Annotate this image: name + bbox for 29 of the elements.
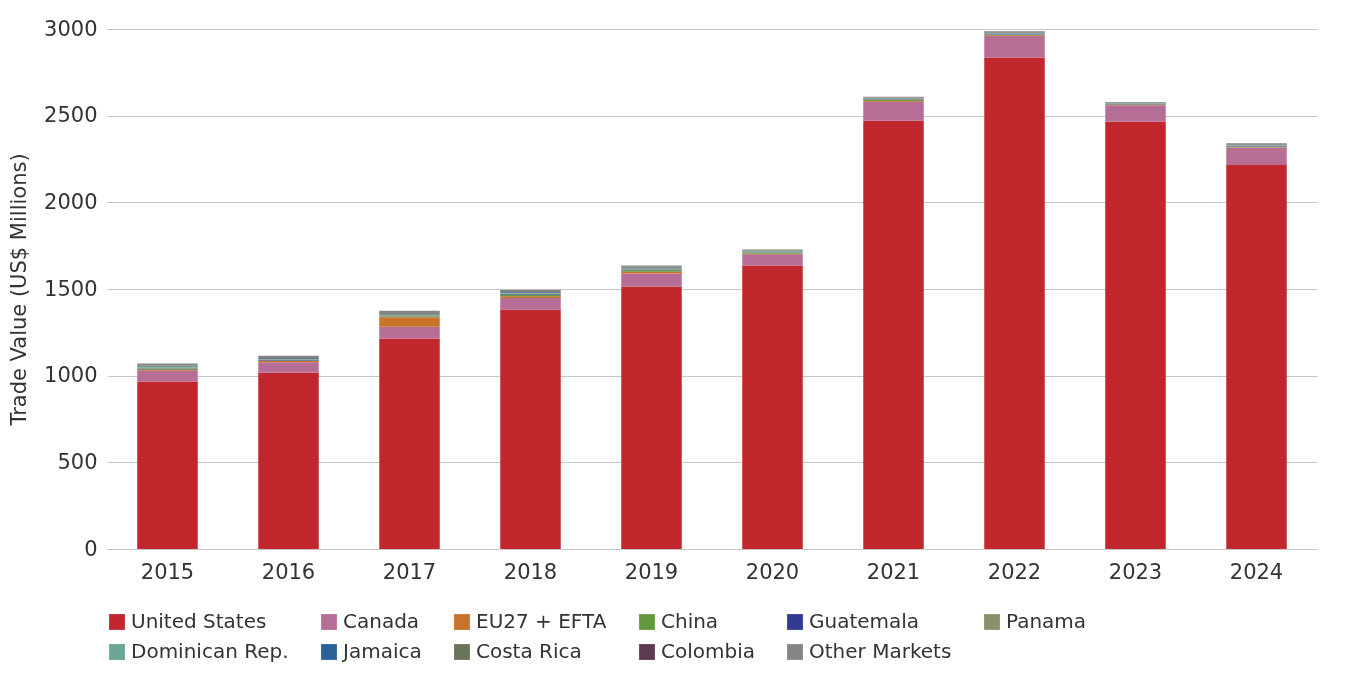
legend-label: United States: [131, 609, 267, 633]
x-tick-label: 2022: [987, 559, 1042, 584]
legend-label: Guatemala: [809, 609, 920, 633]
legend-label: Panama: [1006, 609, 1087, 633]
legend-label: Canada: [343, 609, 420, 633]
y-tick-label: 1000: [44, 363, 98, 388]
y-tick-label: 0: [84, 536, 98, 561]
y-tick-label: 3000: [44, 16, 98, 41]
x-tick-label: 2018: [503, 559, 558, 584]
legend-label: China: [661, 609, 719, 633]
legend-label: EU27 + EFTA: [476, 609, 607, 633]
x-tick-label: 2021: [866, 559, 921, 584]
legend-label: Dominican Rep.: [131, 639, 289, 663]
x-tick-label: 2020: [745, 559, 800, 584]
x-tick-label: 2016: [261, 559, 316, 584]
y-axis-title: Trade Value (US$ Millions): [7, 153, 32, 427]
x-tick-label: 2023: [1108, 559, 1163, 584]
y-tick-label: 2000: [44, 189, 98, 214]
legend-label: Costa Rica: [476, 639, 582, 663]
legend-label: Other Markets: [809, 639, 952, 663]
x-tick-label: 2015: [140, 559, 195, 584]
x-tick-label: 2017: [382, 559, 437, 584]
x-tick-label: 2024: [1229, 559, 1284, 584]
y-tick-label: 500: [57, 449, 98, 474]
x-tick-label: 2019: [624, 559, 679, 584]
legend-label: Jamaica: [341, 639, 422, 663]
y-tick-label: 1500: [44, 276, 98, 301]
y-tick-label: 2500: [44, 103, 98, 128]
legend-label: Colombia: [661, 639, 755, 663]
